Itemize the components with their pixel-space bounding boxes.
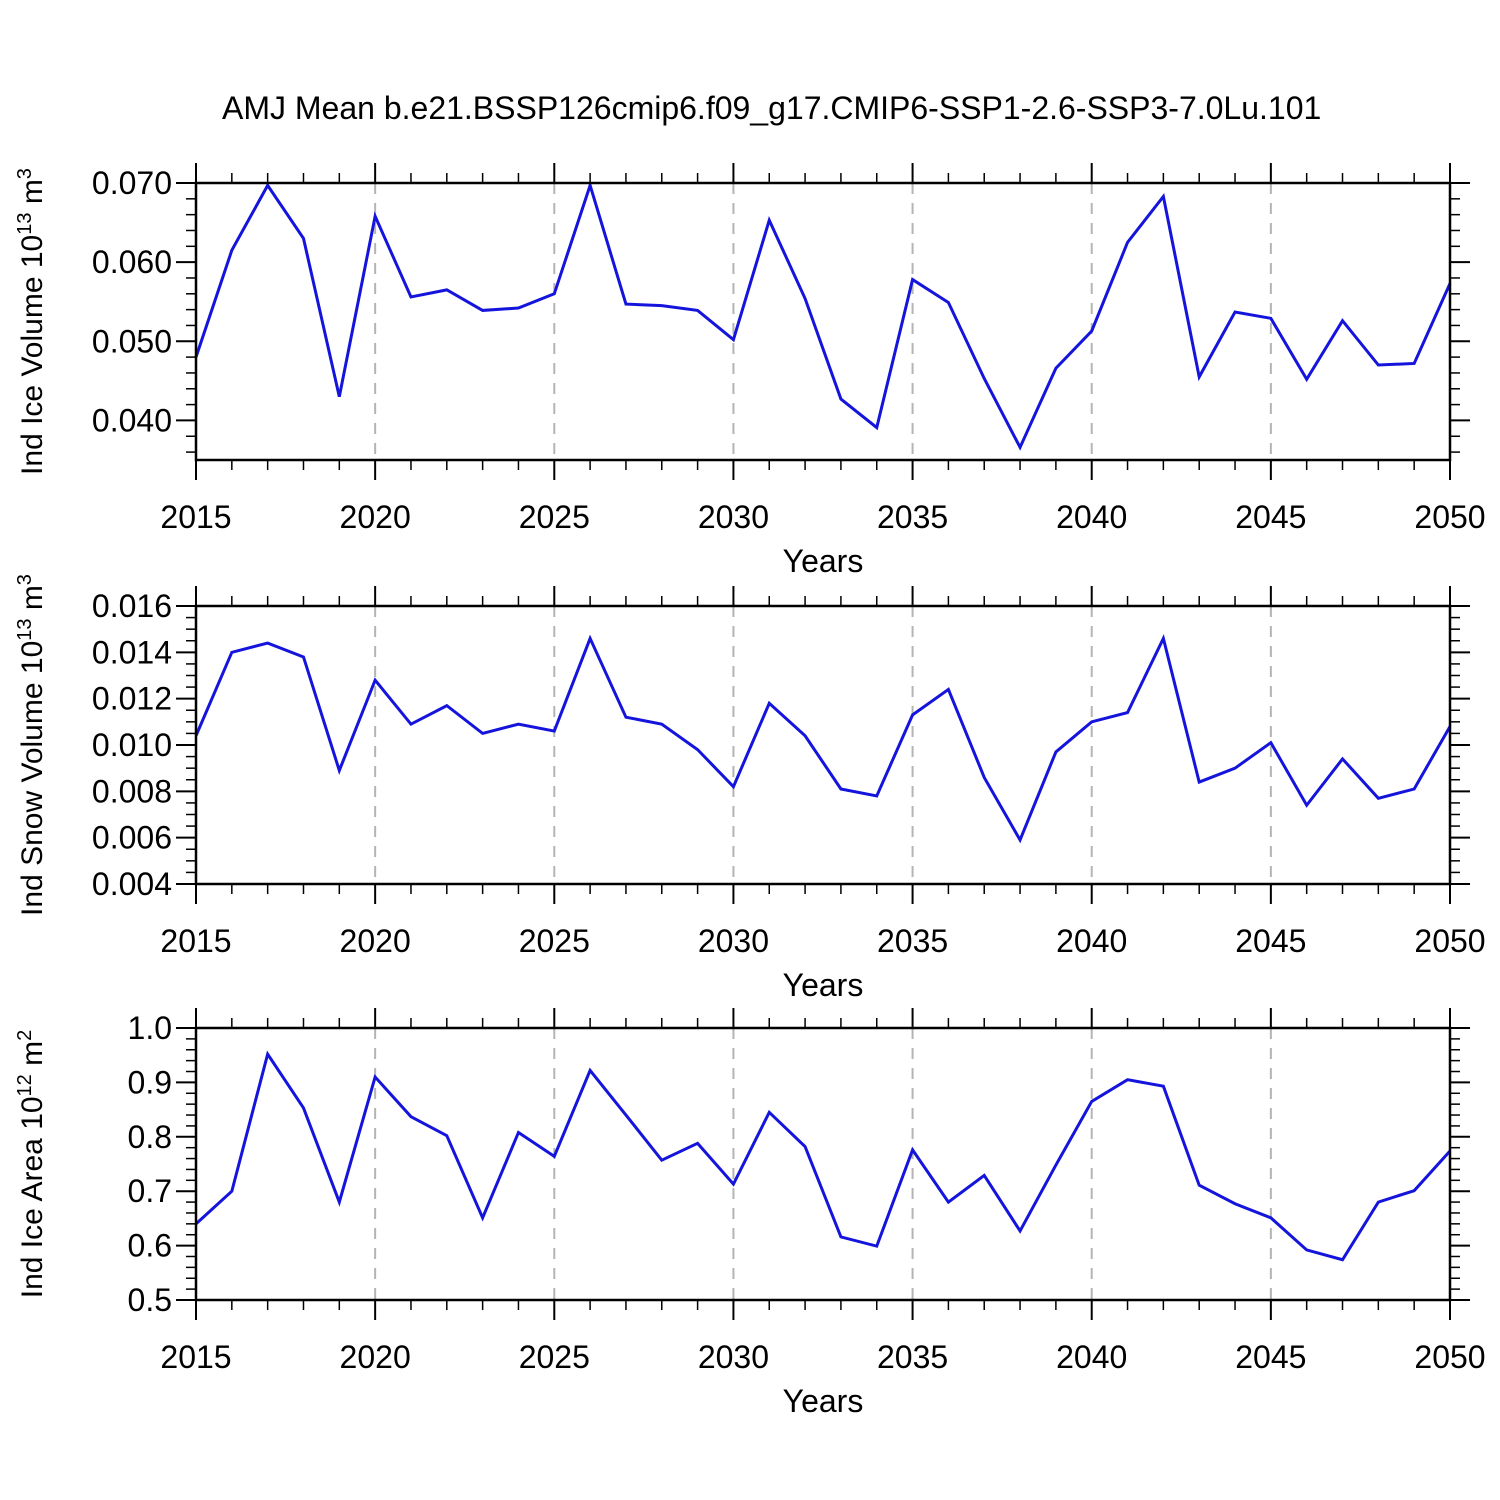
- panel-ind-ice-area: 1.0 0.9 0.8 0.7 0.6 0.5 2015 2020 2025 2030 2035 20…: [14, 1008, 1486, 1419]
- chart-title: AMJ Mean b.e21.BSSP126cmip6.f09_g17.CMIP…: [222, 90, 1322, 126]
- y-tick-label: 0.010: [92, 727, 172, 763]
- x-axis-title: Years: [783, 967, 864, 1003]
- x-tick-label: 2045: [1235, 499, 1306, 535]
- y-tick-label: 0.060: [92, 244, 172, 280]
- x-axis-title: Years: [783, 1383, 864, 1419]
- y-tick-label: 1.0: [128, 1010, 172, 1046]
- x-tick-label: 2035: [877, 1339, 948, 1375]
- series-line-ind-ice-volume: [194, 180, 1452, 451]
- x-axis-title: Years: [783, 543, 864, 579]
- x-tick-label: 2015: [160, 923, 231, 959]
- y-tick-label: 0.006: [92, 820, 172, 856]
- panel-ind-snow-volume: 0.016 0.014 0.012 0.010 0.008 0.006 0.004 2015 2…: [14, 574, 1486, 1003]
- x-tick-label: 2030: [698, 499, 769, 535]
- x-tick-label: 2020: [340, 923, 411, 959]
- y-tick-label: 0.5: [128, 1282, 172, 1318]
- y-tick-label: 0.7: [128, 1173, 172, 1209]
- y-tick-label: 0.9: [128, 1064, 172, 1100]
- x-tick-label: 2015: [160, 1339, 231, 1375]
- y-axis-title: Ind Snow Volume 1013 m3: [14, 574, 49, 916]
- plot-frame: [194, 181, 1452, 462]
- x-tick-label: 2035: [877, 499, 948, 535]
- y-axis-title: Ind Ice Volume 1013 m3: [14, 168, 49, 475]
- x-tick-label: 2040: [1056, 1339, 1127, 1375]
- x-tick-label: 2025: [519, 1339, 590, 1375]
- x-tick-label: 2040: [1056, 923, 1127, 959]
- x-tick-label: 2015: [160, 499, 231, 535]
- x-tick-label: 2045: [1235, 923, 1306, 959]
- x-tick-label: 2040: [1056, 499, 1127, 535]
- x-tick-label: 2045: [1235, 1339, 1306, 1375]
- plot-frame: [194, 1026, 1452, 1302]
- x-tick-label: 2025: [519, 499, 590, 535]
- x-tick-label: 2050: [1414, 499, 1485, 535]
- x-tick-label: 2025: [519, 923, 590, 959]
- panel-ind-ice-volume: 0.070 0.060 0.050 0.040 2015 2020 2025 2030 2035…: [14, 163, 1486, 579]
- x-tick-label: 2050: [1414, 923, 1485, 959]
- y-tick-label: 0.004: [92, 866, 172, 902]
- plot-frame: [194, 604, 1452, 886]
- y-tick-label: 0.040: [92, 402, 172, 438]
- x-tick-label: 2020: [340, 1339, 411, 1375]
- y-tick-label: 0.016: [92, 588, 172, 624]
- y-tick-label: 0.6: [128, 1228, 172, 1264]
- y-axis-title: Ind Ice Area 1012 m2: [14, 1030, 49, 1299]
- x-tick-label: 2030: [698, 1339, 769, 1375]
- x-tick-label: 2050: [1414, 1339, 1485, 1375]
- x-tick-label: 2030: [698, 923, 769, 959]
- y-tick-label: 0.8: [128, 1119, 172, 1155]
- y-tick-label: 0.008: [92, 773, 172, 809]
- y-tick-label: 0.070: [92, 165, 172, 201]
- y-tick-label: 0.012: [92, 681, 172, 717]
- y-tick-label: 0.014: [92, 634, 172, 670]
- y-tick-label: 0.050: [92, 323, 172, 359]
- x-tick-label: 2035: [877, 923, 948, 959]
- series-line-ind-snow-volume: [194, 634, 1452, 844]
- x-tick-label: 2020: [340, 499, 411, 535]
- series-line-ind-ice-area: [194, 1050, 1452, 1262]
